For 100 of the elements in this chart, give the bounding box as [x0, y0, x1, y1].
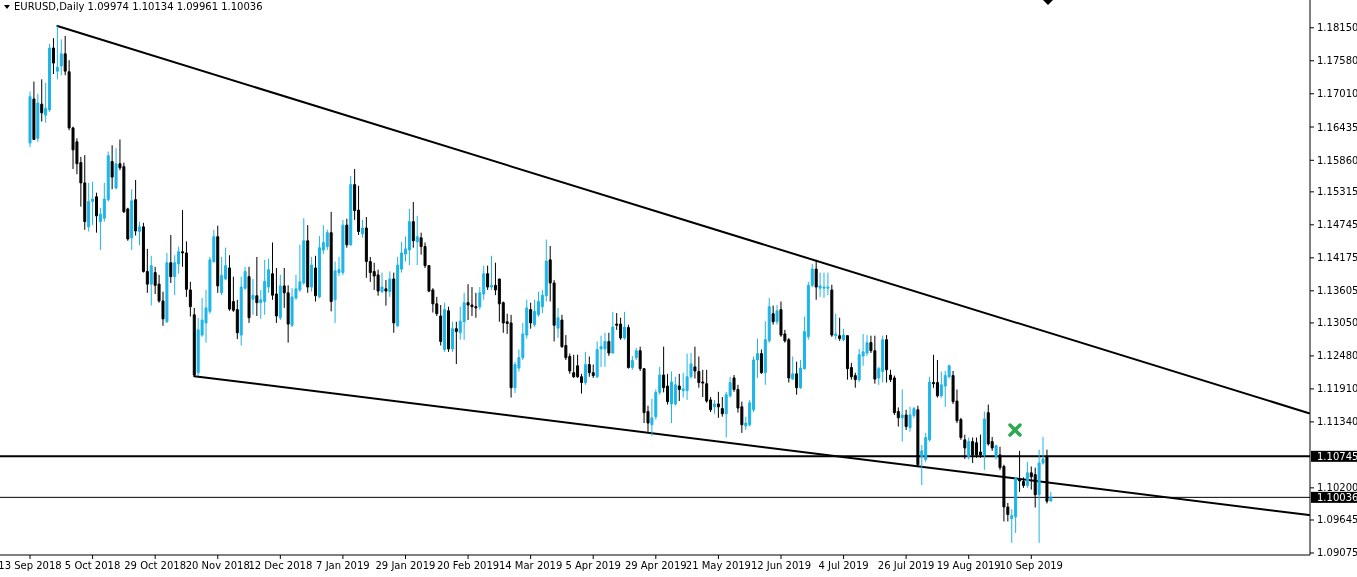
candlestick [716, 391, 720, 419]
candlestick [611, 311, 615, 355]
candlestick [490, 255, 494, 291]
candlestick [227, 254, 231, 312]
y-tick-label: 1.14175 [1317, 252, 1357, 264]
candlestick [982, 410, 986, 471]
candlestick [149, 255, 153, 307]
y-tick-label: 1.13605 [1317, 285, 1357, 297]
candlestick [486, 265, 490, 291]
candlestick [967, 437, 971, 461]
y-tick-label: 1.09075 [1317, 547, 1357, 559]
y-tick-label: 1.18150 [1317, 22, 1357, 34]
y-tick-label: 1.11340 [1317, 416, 1357, 428]
x-tick-label: 20 Nov 2018 [185, 560, 250, 571]
candlestick [36, 93, 40, 143]
candlestick [462, 292, 466, 341]
x-tick-label: 13 Sep 2018 [0, 560, 62, 571]
x-tick-label: 10 Sep 2019 [999, 560, 1063, 571]
candlestick [134, 179, 138, 237]
candlestick [572, 354, 576, 379]
y-tick-label: 1.17580 [1317, 55, 1357, 67]
x-tick-label: 14 Mar 2019 [498, 560, 563, 571]
candlestick [255, 256, 259, 317]
candlestick [634, 347, 638, 361]
ref-line-label: 1.10036 [1317, 491, 1357, 503]
candlestick [619, 317, 623, 341]
candlestick [329, 211, 333, 312]
candlestick [114, 147, 118, 190]
y-tick-label: 1.15315 [1317, 186, 1357, 198]
candlestick [94, 192, 98, 234]
candlestick [439, 304, 443, 346]
candlestick [595, 340, 599, 379]
x-tick-label: 12 Dec 2018 [248, 560, 313, 571]
candlestick [583, 351, 587, 386]
x-tick-label: 4 Jul 2019 [818, 560, 869, 571]
candlestick [470, 286, 474, 317]
candlestick [908, 406, 912, 433]
x-tick-label: 5 Oct 2018 [64, 560, 121, 571]
candlestick [349, 175, 353, 247]
candlestick [454, 321, 458, 365]
candlestick [623, 311, 627, 341]
candlestick [818, 272, 822, 298]
candlestick [775, 304, 779, 326]
candlestick [885, 334, 889, 384]
candlestick [380, 272, 384, 294]
candlestick [310, 256, 314, 293]
ref-line-label: 1.10745 [1317, 450, 1357, 462]
candlestick [325, 229, 329, 251]
candlestick [130, 188, 134, 251]
candlestick [360, 219, 364, 239]
candlestick [407, 208, 411, 266]
y-tick-label: 1.15860 [1317, 154, 1357, 166]
y-tick-label: 1.11910 [1317, 383, 1357, 395]
candlestick [630, 355, 634, 371]
candlestick [822, 272, 826, 299]
candlestick [759, 349, 763, 375]
candlestick [278, 274, 282, 321]
candlestick [32, 81, 36, 141]
candlestick [791, 356, 795, 381]
chart-title: EURUSD,Daily 1.09974 1.10134 1.09961 1.10036 [14, 1, 263, 12]
candlestick [814, 259, 818, 301]
candlestick [443, 302, 447, 353]
x-tick-label: 7 Jan 2019 [316, 560, 370, 571]
candlestick [771, 305, 775, 326]
candlestick [28, 90, 32, 148]
candlestick [384, 279, 388, 307]
y-tick-label: 1.14745 [1317, 219, 1357, 231]
candlestick [529, 302, 533, 330]
candlestick [169, 234, 173, 284]
x-tick-label: 21 May 2019 [685, 560, 751, 571]
candlestick [345, 218, 349, 249]
candlestick [216, 225, 220, 294]
x-tick-label: 26 Jul 2019 [877, 560, 935, 571]
candlestick [466, 283, 470, 321]
y-tick-label: 1.12480 [1317, 350, 1357, 362]
y-tick-label: 1.13050 [1317, 317, 1357, 329]
candlestick [830, 284, 834, 338]
candlestick [677, 373, 681, 402]
candlestick [415, 215, 419, 266]
candlestick [626, 324, 630, 370]
candlestick [845, 334, 849, 381]
candlestick [55, 25, 59, 80]
candlestick [795, 361, 799, 396]
y-tick-label: 1.09645 [1317, 514, 1357, 526]
candlestick [51, 37, 55, 75]
candlestick [110, 144, 114, 190]
candlestick [904, 409, 908, 431]
candlestick [411, 201, 415, 249]
candlestick [1049, 491, 1053, 503]
candlestick [607, 332, 611, 357]
candlestick [712, 399, 716, 415]
candlestick [838, 317, 842, 342]
candlestick [138, 221, 142, 246]
candlestick [306, 224, 310, 294]
candlestick [247, 266, 251, 324]
x-tick-label: 29 Oct 2018 [124, 560, 187, 571]
candlestick [986, 404, 990, 447]
candlestick [509, 314, 513, 399]
candlestick [834, 313, 838, 341]
candlestick [165, 252, 169, 324]
